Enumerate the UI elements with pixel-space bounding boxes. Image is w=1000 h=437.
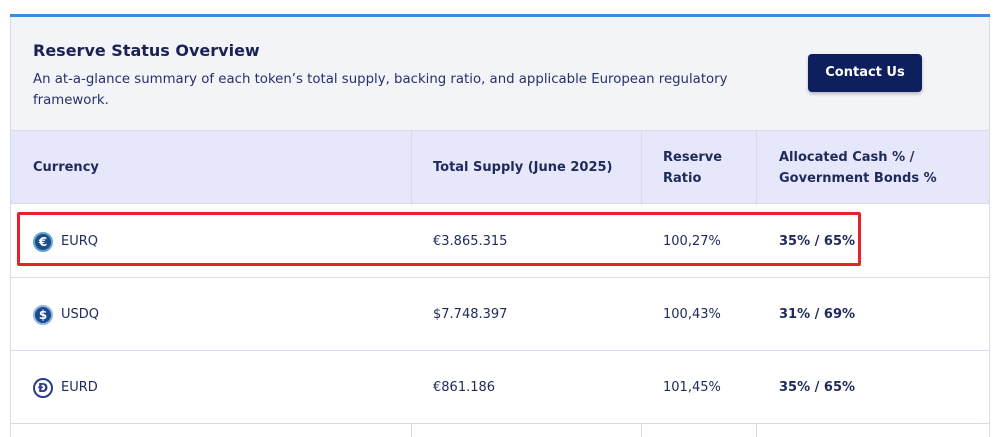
page-description: An at-a-glance summary of each token’s t…	[33, 72, 728, 108]
allocation-cell: 35% / 65%	[779, 234, 856, 249]
column-header-currency: Currency	[33, 160, 99, 175]
currency-cell: $ USDQ	[33, 278, 99, 351]
table-row: € EURQ €3.865.315 100,27% 35% / 65%	[11, 205, 989, 278]
table-row: $ USDQ $7.748.397 100,43% 31% / 69%	[11, 278, 989, 351]
ratio-cell: 100,27%	[663, 234, 721, 249]
currency-cell: € EURQ	[33, 205, 98, 278]
d-coin-icon: Đ	[33, 377, 53, 398]
column-header-allocation: Allocated Cash % / Government Bonds %	[779, 149, 937, 186]
ratio-cell: 101,45%	[663, 380, 721, 395]
page-title: Reserve Status Overview	[33, 41, 260, 60]
euro-coin-icon: €	[33, 231, 53, 252]
currency-name: EURQ	[61, 234, 98, 249]
allocation-cell: 35% / 65%	[779, 380, 856, 395]
table-row: Đ EURD €861.186 101,45% 35% / 65%	[11, 351, 989, 424]
contact-us-button[interactable]: Contact Us	[808, 54, 922, 92]
reserve-status-card: Reserve Status Overview An at-a-glance s…	[10, 14, 990, 437]
dollar-coin-icon: $	[33, 304, 53, 325]
allocation-cell: 31% / 69%	[779, 307, 856, 322]
supply-cell: €861.186	[433, 380, 496, 395]
table-header: Currency Total Supply (June 2025) Reserv…	[11, 131, 989, 204]
currency-name: EURD	[61, 380, 98, 395]
currency-cell: Đ EURD	[33, 351, 98, 424]
ratio-cell: 100,43%	[663, 307, 721, 322]
currency-name: USDQ	[61, 307, 100, 322]
column-header-total-supply: Total Supply (June 2025)	[433, 160, 613, 175]
supply-cell: €3.865.315	[433, 234, 508, 249]
supply-cell: $7.748.397	[433, 307, 508, 322]
card-header: Reserve Status Overview An at-a-glance s…	[11, 17, 989, 131]
column-header-reserve-ratio: Reserve Ratio	[663, 149, 723, 186]
accent-bar	[10, 14, 990, 17]
